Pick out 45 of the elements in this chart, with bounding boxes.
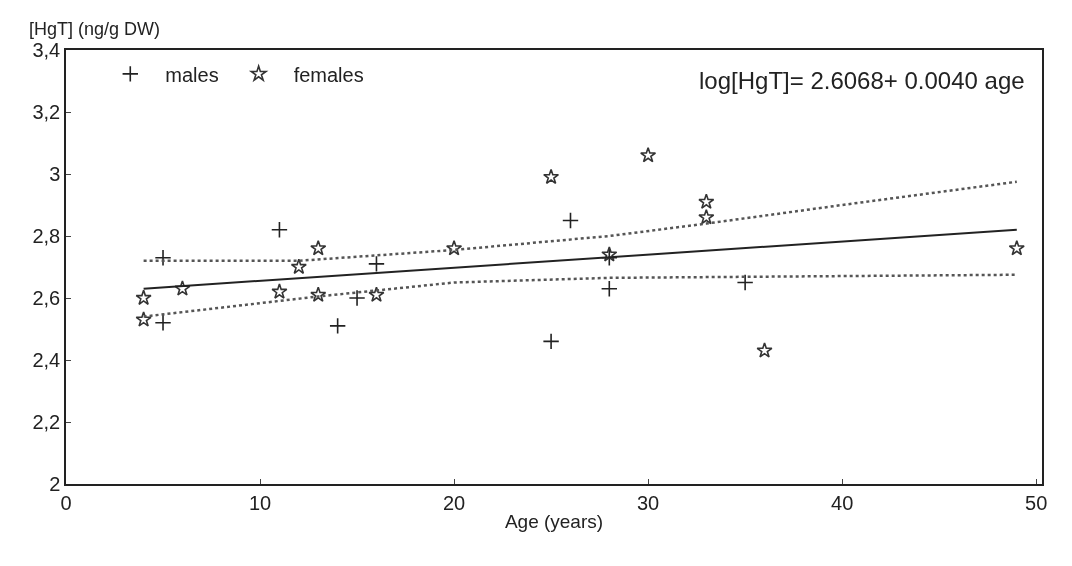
point [368,286,385,302]
point [736,274,754,291]
point [310,239,327,256]
point [135,311,152,327]
point [154,314,172,332]
x-tick-label: 30 [636,491,660,514]
point [542,168,560,185]
point [698,208,715,225]
point [542,332,560,350]
x-tick-label: 40 [831,491,854,514]
legend-label: females [293,63,364,86]
point [367,255,385,273]
point [270,221,288,239]
point [271,283,288,299]
x-tick-label: 20 [442,491,466,514]
legend-label: males [165,63,219,86]
y-tick-label: 2 [49,473,61,495]
y-tick-label: 2,2 [32,411,61,433]
point [174,280,191,296]
x-tick-label: 10 [248,491,272,514]
y-tick-label: 3 [49,163,61,185]
y-axis-title: [HgT] (ng/g DW) [29,19,161,39]
point [561,212,579,229]
x-axis-title: Age (years) [504,511,604,533]
y-tick-label: 3,4 [32,39,61,61]
point [601,246,618,262]
point [329,317,347,335]
point [445,239,463,256]
point [290,258,307,275]
x-tick-label: 0 [60,491,72,514]
y-tick-label: 3,2 [32,101,61,123]
point [348,289,366,307]
point [756,342,773,358]
point [154,249,172,267]
annotation: log[HgT]= 2.6068+ 0.0040 age [699,67,1025,94]
point [135,289,152,306]
y-tick-label: 2,6 [32,287,61,309]
x-tick-label: 50 [1025,491,1048,514]
point [698,193,715,209]
y-tick-label: 2,8 [32,225,61,247]
point [310,286,327,302]
point [639,146,657,163]
y-tick-label: 2,4 [32,349,61,371]
point [600,280,618,298]
point [1008,239,1025,256]
